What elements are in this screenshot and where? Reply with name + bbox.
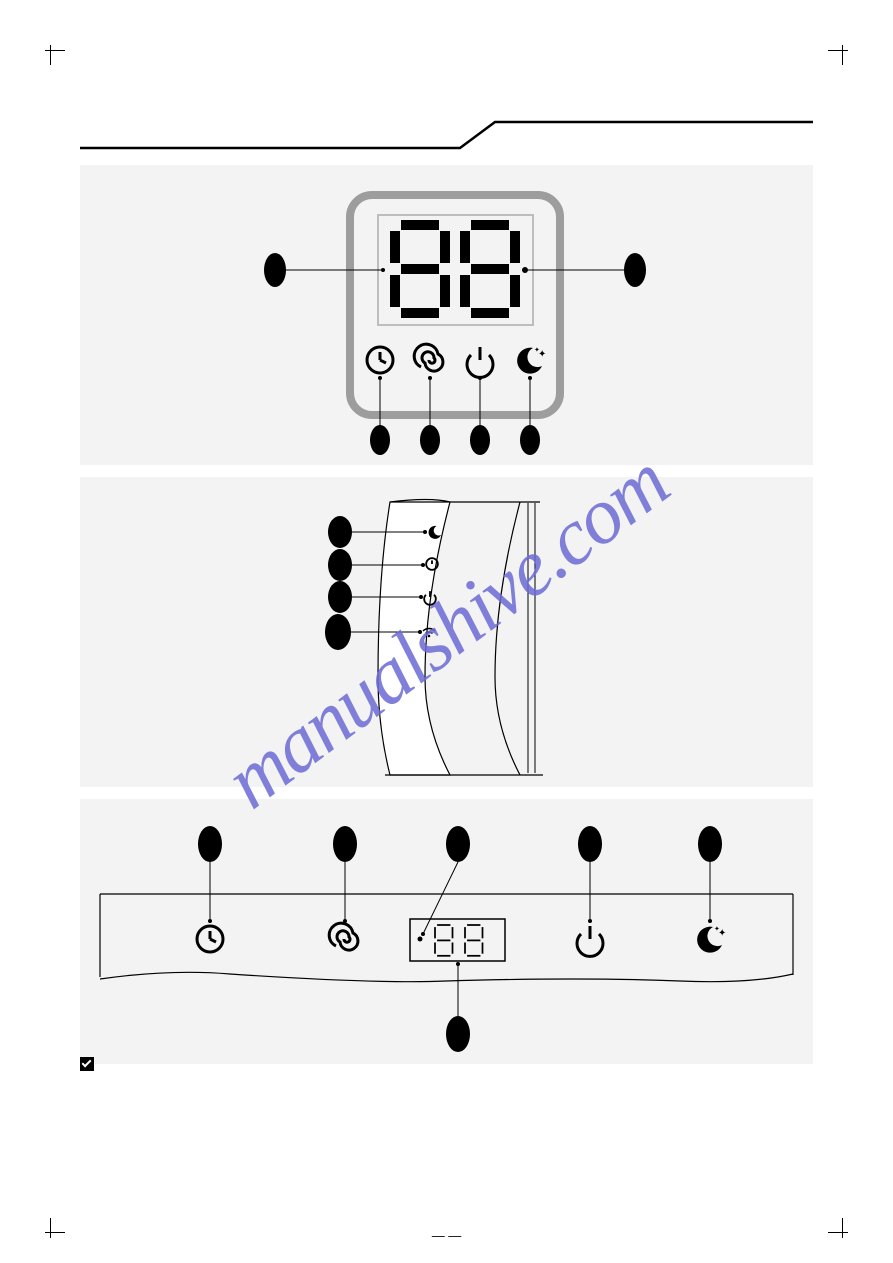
page-number: — — [432, 1228, 462, 1243]
panel-control-display: ✦ ✦ [80, 165, 813, 465]
panel-top-strip: ✦ ✦ [80, 799, 813, 1064]
crop-mark-br [823, 1213, 843, 1233]
svg-text:✦: ✦ [714, 925, 720, 933]
svg-text:✦: ✦ [534, 346, 540, 354]
panel-side-view [80, 477, 813, 787]
note-checkbox-icon [80, 1057, 94, 1071]
crop-mark-bl [50, 1213, 70, 1233]
header-divider [80, 120, 813, 150]
page-content: ✦ ✦ [0, 0, 893, 1126]
